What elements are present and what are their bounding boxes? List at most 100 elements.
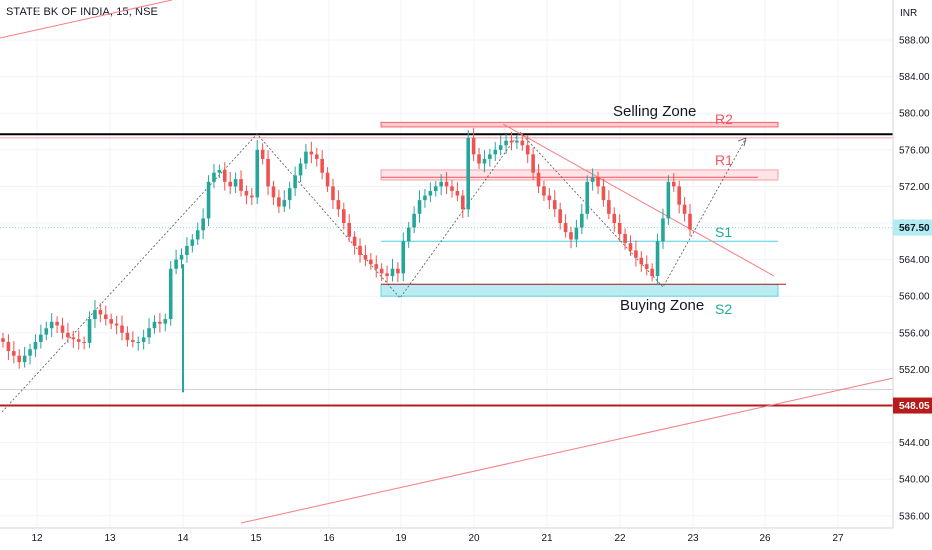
candle[interactable] (341, 209, 346, 223)
candle[interactable] (255, 149, 260, 198)
candle[interactable] (482, 158, 487, 164)
candle[interactable] (466, 137, 471, 210)
candle[interactable] (260, 149, 265, 159)
candle[interactable] (163, 319, 168, 324)
candle[interactable] (266, 158, 270, 187)
candle[interactable] (250, 195, 254, 198)
candle[interactable] (423, 195, 427, 201)
candle[interactable] (336, 200, 341, 210)
candle[interactable] (634, 250, 638, 258)
candle[interactable] (82, 341, 86, 343)
trendline-bottom[interactable] (240, 376, 899, 524)
candle[interactable] (66, 332, 70, 338)
candle[interactable] (158, 321, 162, 324)
candle[interactable] (417, 200, 422, 214)
candle[interactable] (628, 243, 633, 251)
candle[interactable] (347, 223, 352, 237)
candle[interactable] (607, 200, 611, 214)
candle[interactable] (168, 268, 173, 320)
candle[interactable] (688, 213, 692, 230)
candle[interactable] (617, 223, 622, 234)
candle[interactable] (28, 349, 32, 356)
candle[interactable] (331, 186, 335, 201)
candle[interactable] (601, 186, 606, 201)
candle[interactable] (450, 186, 454, 191)
candle[interactable] (239, 179, 243, 191)
candle[interactable] (428, 190, 433, 196)
selling-zone[interactable] (380, 121, 779, 128)
candle[interactable] (244, 190, 249, 196)
trendline-descending[interactable] (502, 123, 775, 277)
candle[interactable] (147, 328, 151, 338)
candle[interactable] (461, 195, 465, 210)
candle[interactable] (677, 186, 681, 205)
candle[interactable] (531, 154, 535, 173)
candle[interactable] (212, 172, 216, 182)
candle[interactable] (152, 321, 157, 329)
candle[interactable] (655, 241, 660, 277)
candle[interactable] (558, 209, 562, 223)
candle[interactable] (282, 200, 287, 207)
candle[interactable] (6, 341, 11, 352)
candle[interactable] (185, 245, 189, 256)
candle[interactable] (590, 177, 595, 182)
candle[interactable] (44, 328, 49, 335)
candle[interactable] (179, 255, 184, 260)
candle[interactable] (120, 325, 124, 333)
candle[interactable] (39, 334, 43, 342)
candle[interactable] (379, 268, 384, 274)
candle[interactable] (98, 309, 103, 315)
candle[interactable] (222, 169, 227, 182)
candle[interactable] (271, 186, 276, 198)
candle[interactable] (493, 149, 498, 155)
candle[interactable] (60, 325, 65, 333)
candle[interactable] (639, 257, 644, 265)
candle[interactable] (525, 145, 530, 155)
candle[interactable] (136, 341, 141, 343)
candle[interactable] (612, 213, 617, 223)
candle[interactable] (363, 255, 368, 260)
candle[interactable] (125, 332, 130, 341)
candle[interactable] (314, 154, 319, 159)
candle[interactable] (406, 227, 411, 242)
candle[interactable] (206, 181, 211, 219)
candle[interactable] (277, 197, 281, 207)
candle[interactable] (477, 154, 481, 164)
candle[interactable] (298, 163, 303, 176)
candle[interactable] (228, 181, 232, 187)
candle[interactable] (55, 321, 59, 326)
candle[interactable] (103, 314, 108, 320)
candle[interactable] (515, 140, 519, 143)
candle[interactable] (352, 236, 357, 246)
candle[interactable] (401, 241, 406, 274)
candle[interactable] (498, 145, 503, 150)
candle[interactable] (542, 186, 546, 196)
candle[interactable] (293, 175, 297, 189)
candle[interactable] (369, 259, 373, 265)
candle[interactable] (76, 339, 81, 342)
candle[interactable] (320, 158, 324, 173)
candle[interactable] (504, 140, 508, 146)
candle[interactable] (471, 137, 476, 155)
candle[interactable] (217, 169, 222, 173)
candle[interactable] (109, 319, 113, 324)
candle[interactable] (671, 181, 676, 187)
candle[interactable] (536, 172, 541, 187)
candle[interactable] (93, 309, 97, 320)
candle[interactable] (682, 204, 687, 214)
candle[interactable] (650, 268, 654, 277)
candle[interactable] (585, 181, 590, 214)
candle[interactable] (574, 227, 579, 240)
r1-zone[interactable] (380, 169, 779, 181)
candle[interactable] (623, 233, 627, 244)
candle[interactable] (12, 351, 16, 356)
candle[interactable] (22, 355, 27, 363)
candle[interactable] (174, 259, 178, 269)
candle[interactable] (488, 154, 492, 159)
candle[interactable] (569, 232, 573, 240)
candle[interactable] (374, 264, 379, 269)
candle[interactable] (563, 223, 568, 233)
candle[interactable] (552, 200, 557, 210)
candle[interactable] (17, 355, 22, 363)
